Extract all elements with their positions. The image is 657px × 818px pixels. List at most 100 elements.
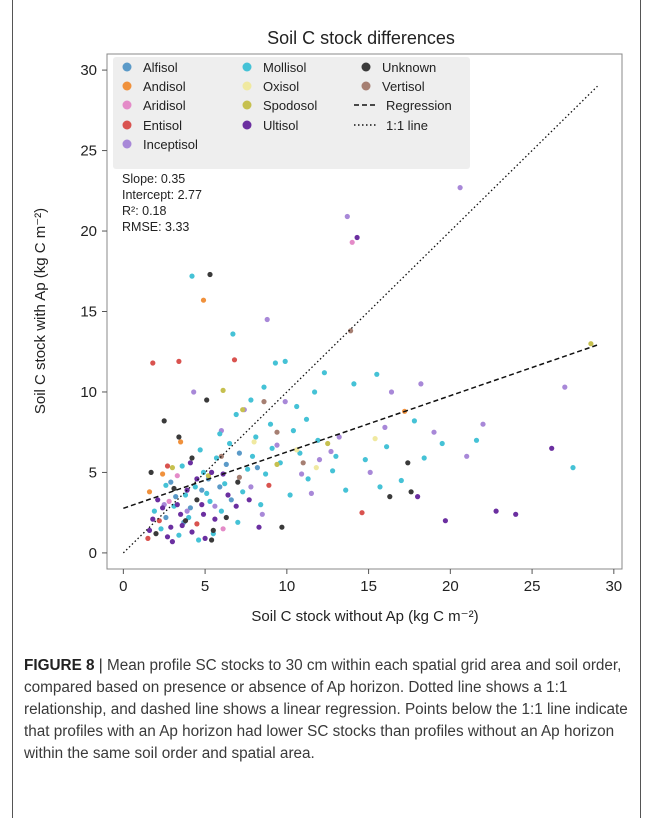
scatter-chart: Soil C stock differences 0 5 10 15 20 25 30 0 5… (32, 28, 623, 625)
data-point-mollisol (230, 331, 236, 337)
data-point-mollisol (197, 447, 203, 453)
data-point-alfisol (168, 479, 174, 485)
data-point-unknown (161, 418, 167, 424)
data-point-aridisol (174, 473, 180, 479)
data-point-inceptisol (418, 381, 424, 387)
data-point-alfisol (236, 450, 242, 456)
data-point-ultisol (225, 492, 231, 498)
data-point-inceptisol (464, 453, 470, 459)
y-tick-label: 5 (89, 464, 97, 481)
data-point-entisol (150, 360, 156, 366)
data-point-unknown (189, 455, 195, 461)
legend-marker-inceptisol (122, 139, 132, 149)
data-point-alfisol (173, 494, 179, 500)
data-point-mollisol (235, 519, 241, 525)
data-point-mollisol (222, 481, 228, 487)
data-point-mollisol (343, 487, 349, 493)
data-point-unknown (182, 518, 189, 524)
data-point-mollisol (233, 411, 239, 418)
data-point-mollisol (290, 428, 296, 434)
x-tick-label: 10 (278, 578, 295, 595)
data-point-mollisol (312, 389, 318, 395)
data-point-mollisol (163, 482, 169, 488)
y-tick-label: 0 (89, 545, 97, 562)
x-axis-label: Soil C stock without Ap (kg C m⁻²) (251, 608, 478, 625)
data-point-mollisol (176, 532, 182, 538)
data-point-mollisol (158, 526, 164, 532)
data-point-ultisol (150, 516, 156, 522)
data-point-mollisol (351, 381, 357, 387)
identity-line (122, 85, 598, 554)
legend-marker-aridisol (122, 100, 132, 110)
data-point-entisol (164, 463, 171, 469)
data-point-ultisol (179, 522, 185, 529)
data-point-inceptisol (184, 508, 190, 514)
x-tick-label: 25 (524, 578, 541, 595)
data-point-ultisol (354, 234, 360, 241)
data-point-aridisol (166, 498, 172, 504)
data-point-inceptisol (336, 434, 342, 440)
x-tick-label: 30 (605, 578, 622, 595)
data-point-spodosol (240, 407, 246, 413)
legend: Alfisol Andisol Aridisol Entisol Inceptisol M… (113, 57, 470, 169)
y-tick-label: 25 (80, 143, 97, 160)
caption-text: Mean profile SC stocks to 30 cm within e… (24, 657, 628, 762)
data-point-ultisol (155, 497, 161, 503)
data-point-inceptisol (264, 316, 270, 323)
data-point-inceptisol (282, 399, 288, 405)
data-point-mollisol (305, 476, 311, 482)
data-point-mollisol (267, 421, 274, 427)
reference-lines (122, 85, 598, 554)
data-point-mollisol (374, 371, 380, 377)
data-point-mollisol (227, 440, 233, 447)
data-point-unknown (210, 527, 216, 534)
y-tick-label: 30 (80, 62, 97, 79)
caption-separator: | (94, 657, 108, 674)
data-point-spodosol (169, 465, 175, 471)
data-point-alfisol (254, 465, 260, 471)
data-point-inceptisol (316, 457, 323, 463)
data-point-alfisol (223, 461, 229, 467)
data-point-vertisol (218, 453, 224, 459)
data-point-mollisol (248, 397, 254, 403)
data-point-ultisol (146, 527, 153, 534)
legend-marker-ultisol (242, 120, 252, 130)
data-point-mollisol (330, 468, 336, 474)
stat-line: RMSE: 3.33 (122, 220, 189, 234)
data-point-ultisol (212, 516, 218, 522)
y-axis-label: Soil C stock with Ap (kg C m⁻²) (32, 208, 49, 414)
data-point-ultisol (178, 511, 184, 517)
data-point-entisol (194, 521, 200, 527)
data-point-inceptisol (344, 213, 350, 220)
data-point-unknown (194, 497, 200, 503)
data-point-ultisol (493, 508, 499, 514)
data-point-mollisol (179, 463, 185, 469)
data-point-aridisol (220, 526, 226, 532)
legend-label-unknown: Unknown (382, 60, 436, 75)
data-point-spodosol (205, 473, 211, 479)
legend-label-regression: Regression (386, 98, 452, 113)
data-point-unknown (209, 537, 215, 543)
data-point-mollisol (398, 477, 404, 484)
data-point-inceptisol (431, 429, 437, 435)
data-point-inceptisol (299, 471, 305, 477)
legend-label-andisol: Andisol (143, 79, 186, 94)
data-point-ultisol (549, 445, 555, 451)
data-point-oxisol (251, 439, 257, 445)
data-point-mollisol (151, 508, 157, 514)
legend-label-mollisol: Mollisol (263, 60, 306, 75)
data-point-mollisol (186, 514, 192, 521)
data-point-mollisol (421, 455, 427, 461)
data-point-mollisol (321, 370, 327, 376)
data-points (145, 185, 594, 545)
data-point-ultisol (194, 476, 200, 482)
legend-label-oxisol: Oxisol (263, 79, 299, 94)
legend-marker-andisol (122, 81, 132, 91)
y-tick-label: 15 (80, 304, 97, 321)
stat-line: Slope: 0.35 (122, 172, 185, 186)
data-point-andisol (160, 471, 166, 477)
data-point-mollisol (384, 444, 390, 450)
data-point-ultisol (199, 502, 205, 508)
data-point-ultisol (246, 497, 252, 503)
legend-label-alfisol: Alfisol (143, 60, 178, 75)
